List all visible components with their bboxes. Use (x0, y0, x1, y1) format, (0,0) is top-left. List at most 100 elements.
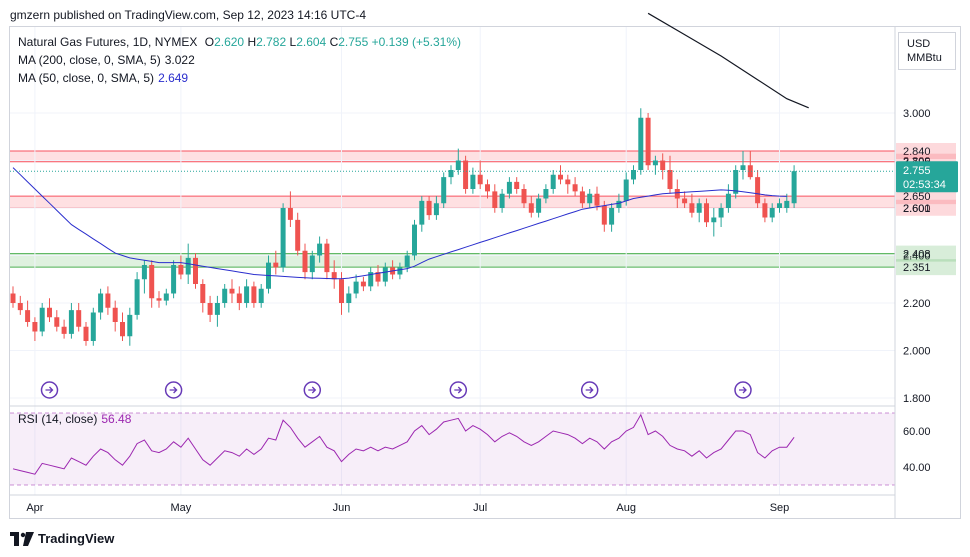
candle (623, 172, 629, 206)
candle (733, 165, 739, 199)
candle-body (25, 310, 31, 322)
candle-body (353, 281, 359, 294)
candle (382, 262, 388, 287)
candle-body (331, 272, 337, 280)
candle-body (222, 288, 228, 303)
candle (317, 236, 323, 263)
candle-body (506, 181, 512, 194)
currency-unit-button[interactable]: USD MMBtu (898, 32, 956, 70)
rsi-axis: 60.00 40.00 (903, 426, 931, 474)
candle (696, 198, 702, 223)
candle (506, 177, 512, 199)
candle (309, 250, 315, 280)
time-tick-label: Sep (770, 502, 790, 514)
candle-body (273, 262, 279, 268)
candle-body (718, 208, 724, 218)
candle-body (477, 174, 483, 185)
low-value: 2.604 (296, 35, 327, 49)
candle-body (404, 255, 410, 268)
candle (149, 260, 155, 308)
candle (769, 203, 775, 223)
time-tick-label: Jun (333, 502, 351, 514)
level-price-text: 2.408 (903, 249, 931, 261)
candle-body (98, 293, 104, 313)
candle-body (149, 265, 155, 299)
candle-body (769, 208, 775, 218)
candle-body (317, 243, 323, 256)
candle-body (485, 184, 490, 192)
time-axis: Apr May Jun Jul Aug Sep (26, 502, 789, 514)
candle (90, 307, 96, 346)
candle-body (382, 267, 388, 282)
candle (609, 203, 615, 232)
candle-body (733, 170, 739, 194)
candle-body (791, 171, 797, 204)
candle-body (704, 203, 709, 223)
candle-body (258, 288, 264, 303)
candle-body (499, 193, 505, 208)
candle-body (616, 200, 622, 208)
legend-main: Natural Gas Futures, 1D, NYMEX O2.620 H2… (18, 35, 461, 49)
candle-body (324, 243, 330, 273)
candle-body (280, 208, 286, 268)
candle-body (441, 177, 447, 204)
candle (287, 191, 293, 227)
candle (419, 196, 425, 232)
candle-body (667, 170, 673, 189)
publish-info: gmzern published on TradingView.com, Sep… (10, 8, 366, 22)
candle (331, 260, 337, 289)
candle-body (623, 179, 629, 201)
candle (112, 300, 118, 332)
rsi-tick-label: 40.00 (903, 462, 931, 474)
candle-body (120, 322, 125, 337)
candle (134, 272, 140, 320)
open-label: O (204, 35, 215, 49)
candle-body (76, 310, 82, 327)
candle (455, 148, 461, 175)
candle (368, 267, 374, 292)
candle-body (536, 198, 542, 213)
dividend-marker-icon (303, 381, 322, 399)
price-tick-label: 2.400 (903, 251, 931, 263)
candle-body (397, 267, 403, 275)
unit-label: MMBtu (907, 52, 942, 64)
candle-body (762, 203, 768, 218)
price-tick-label: 2.000 (903, 346, 931, 358)
candle (251, 281, 257, 308)
candle-body (660, 160, 666, 170)
candle (397, 262, 403, 280)
ma200-value: 3.022 (164, 53, 195, 67)
candle-body (426, 200, 432, 216)
candle (105, 286, 111, 315)
candle-body (587, 193, 593, 204)
candle (441, 172, 447, 208)
candle (550, 170, 556, 194)
candle (762, 198, 768, 223)
candle-body (375, 272, 381, 282)
candle-body (609, 208, 615, 225)
candle-body (61, 326, 67, 334)
level-price-text: 2.650 (903, 191, 931, 203)
candle (273, 250, 279, 275)
candle (39, 303, 45, 337)
ma50-label: MA (50, close, 0, SMA, 5) (18, 71, 155, 85)
footer-brand[interactable]: TradingView (10, 531, 114, 546)
candle-body (309, 255, 315, 273)
candle-body (572, 184, 578, 192)
candle-body (543, 189, 549, 199)
candle-body (594, 193, 600, 206)
candle (229, 279, 235, 303)
rsi-value: 56.48 (101, 412, 132, 426)
countdown-text: 02:53:34 (903, 179, 946, 191)
candle (777, 198, 782, 213)
candle-body (90, 312, 96, 341)
open-value: 2.620 (214, 35, 245, 49)
candle (61, 319, 67, 339)
close-value: 2.755 (338, 35, 369, 49)
footer-brand-text: TradingView (38, 531, 115, 546)
candle-body (755, 177, 761, 204)
candle-body (747, 165, 753, 178)
candle-body (207, 303, 213, 315)
dividend-markers (40, 381, 752, 399)
